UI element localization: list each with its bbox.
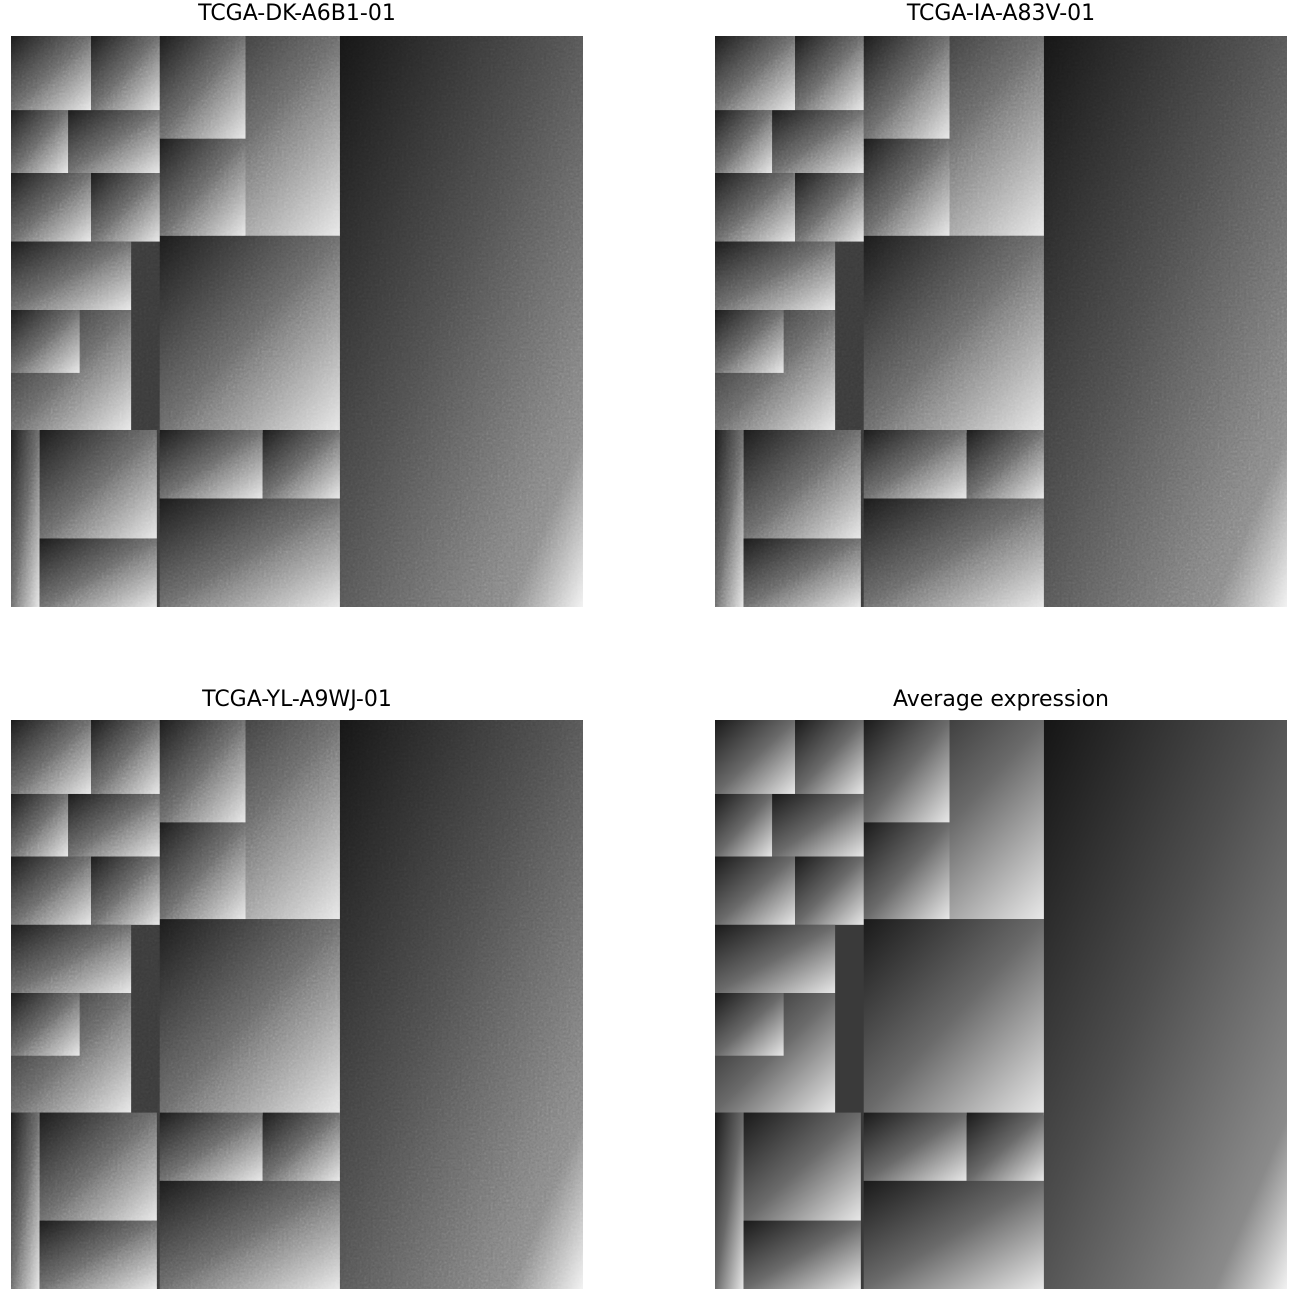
block: [864, 1181, 1044, 1289]
block: [772, 794, 864, 857]
heatmap-panel: [715, 36, 1287, 607]
panel-title: TCGA-DK-A6B1-01: [197, 1, 396, 26]
block: [715, 857, 795, 925]
block: [1044, 720, 1287, 1289]
block: [744, 1113, 861, 1221]
block: [967, 1113, 1044, 1181]
figure: TCGA-DK-A6B1-01 TCGA-IA-A83V-01 TCGA-YL-…: [0, 0, 1290, 1289]
block: [715, 925, 835, 993]
noise-overlay: [11, 720, 583, 1289]
heatmap-panel: [715, 720, 1287, 1289]
heatmap-panel: [11, 720, 583, 1289]
panel-title: TCGA-IA-A83V-01: [906, 1, 1095, 26]
block: [715, 993, 784, 1056]
heatmap-panel: [11, 36, 583, 607]
block: [864, 919, 1044, 1115]
noise-overlay: [11, 36, 583, 607]
block: [715, 794, 772, 857]
noise-overlay: [715, 36, 1287, 607]
block: [715, 1113, 744, 1289]
block: [795, 857, 864, 925]
panel-title: Average expression: [893, 687, 1109, 712]
block: [795, 720, 864, 794]
block: [744, 1221, 861, 1289]
block: [864, 720, 950, 822]
block: [864, 822, 950, 919]
block: [715, 720, 795, 794]
block: [864, 1113, 967, 1181]
panel-title: TCGA-YL-A9WJ-01: [201, 687, 392, 712]
